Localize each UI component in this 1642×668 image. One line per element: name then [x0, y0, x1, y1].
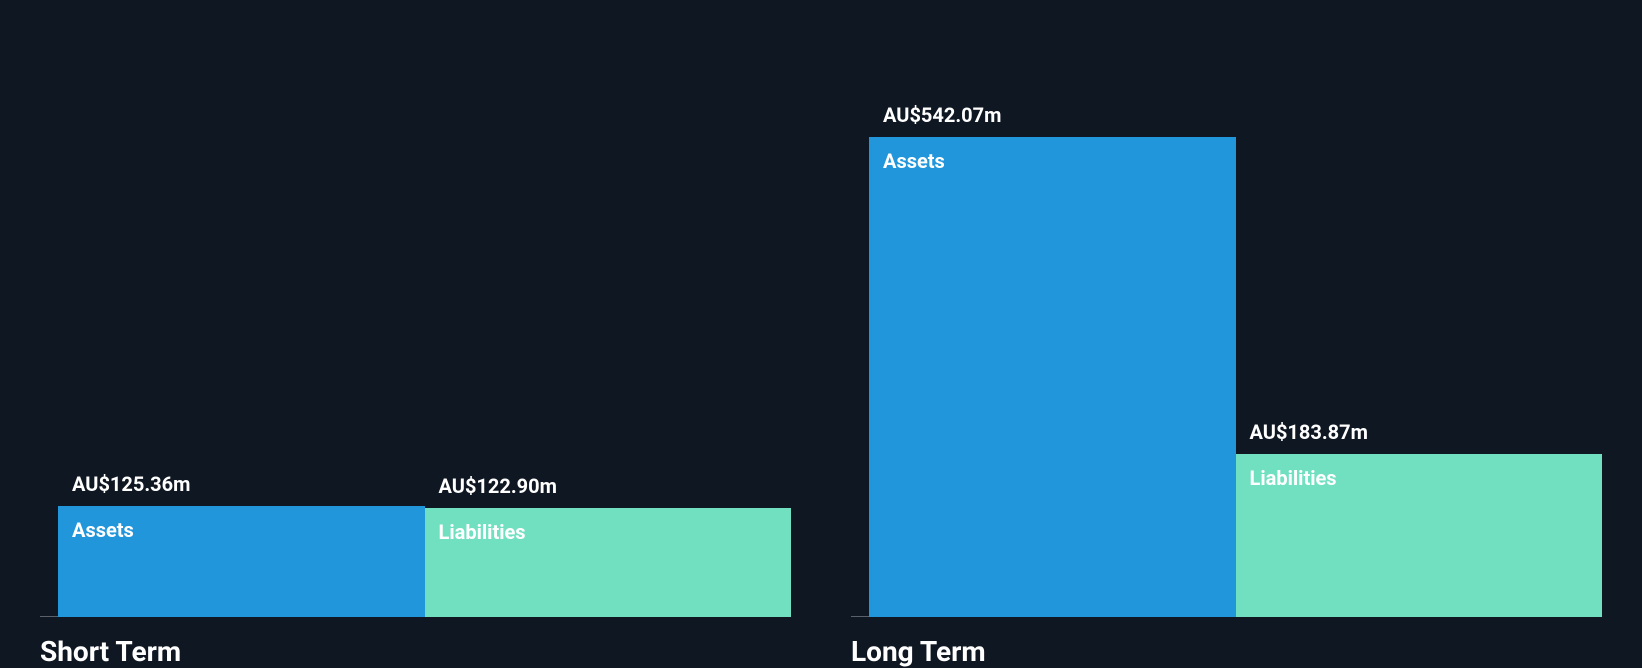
group-title-long-term: Long Term	[851, 617, 1602, 668]
chart-area-short-term: AU$125.36m Assets AU$122.90m Liabilities	[40, 57, 791, 617]
group-title-short-term: Short Term	[40, 617, 791, 668]
bar-wrap-short-assets: AU$125.36m Assets	[58, 506, 425, 617]
bar-wrap-long-assets: AU$542.07m Assets	[869, 137, 1236, 617]
panel-short-term: AU$125.36m Assets AU$122.90m Liabilities…	[40, 0, 791, 668]
bar-wrap-long-liabilities: AU$183.87m Liabilities	[1236, 454, 1603, 617]
bar-long-liabilities: AU$183.87m Liabilities	[1236, 454, 1603, 617]
bar-series-label: Assets	[72, 518, 134, 542]
bar-value-label: AU$122.90m	[439, 474, 557, 498]
chart-area-long-term: AU$542.07m Assets AU$183.87m Liabilities	[851, 57, 1602, 617]
bars-short-term: AU$125.36m Assets AU$122.90m Liabilities	[40, 506, 791, 617]
bar-series-label: Liabilities	[439, 520, 526, 544]
bar-short-assets: AU$125.36m Assets	[58, 506, 425, 617]
bars-long-term: AU$542.07m Assets AU$183.87m Liabilities	[851, 137, 1602, 617]
bar-value-label: AU$125.36m	[72, 472, 190, 496]
bar-value-label: AU$542.07m	[883, 103, 1001, 127]
balance-sheet-chart: AU$125.36m Assets AU$122.90m Liabilities…	[0, 0, 1642, 668]
bar-series-label: Liabilities	[1250, 466, 1337, 490]
bar-short-liabilities: AU$122.90m Liabilities	[425, 508, 792, 617]
bar-wrap-short-liabilities: AU$122.90m Liabilities	[425, 508, 792, 617]
bar-value-label: AU$183.87m	[1250, 420, 1368, 444]
bar-series-label: Assets	[883, 149, 945, 173]
panel-long-term: AU$542.07m Assets AU$183.87m Liabilities…	[851, 0, 1602, 668]
bar-long-assets: AU$542.07m Assets	[869, 137, 1236, 617]
